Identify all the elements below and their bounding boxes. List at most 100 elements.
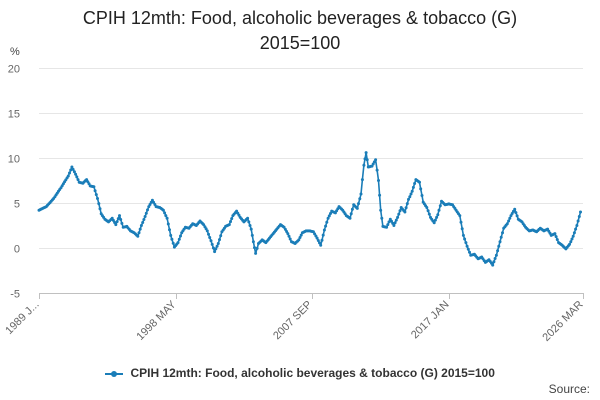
data-point bbox=[425, 206, 429, 209]
data-point bbox=[359, 192, 363, 196]
data-point bbox=[120, 221, 124, 225]
data-point bbox=[327, 214, 331, 218]
data-point bbox=[574, 227, 578, 231]
data-point bbox=[253, 246, 256, 250]
data-point bbox=[398, 209, 402, 213]
data-point bbox=[419, 187, 423, 191]
data-point bbox=[420, 194, 424, 197]
x-tick-label: 2007 SEP bbox=[271, 299, 315, 343]
data-point bbox=[93, 189, 97, 193]
data-point bbox=[460, 227, 464, 231]
data-point bbox=[254, 251, 258, 255]
data-point bbox=[355, 206, 359, 210]
x-tick-label: 1998 MAY bbox=[134, 298, 179, 343]
data-point bbox=[379, 208, 383, 212]
data-point bbox=[207, 232, 210, 236]
data-point bbox=[146, 208, 149, 212]
data-point bbox=[165, 216, 169, 220]
data-point bbox=[437, 208, 441, 212]
data-point bbox=[493, 257, 497, 260]
source-label: Source: bbox=[548, 382, 590, 396]
data-point bbox=[138, 227, 142, 231]
data-point bbox=[230, 217, 234, 221]
data-point bbox=[569, 240, 573, 244]
data-point bbox=[297, 238, 301, 242]
data-point bbox=[403, 210, 407, 214]
data-point bbox=[572, 231, 576, 235]
data-point bbox=[171, 241, 175, 245]
data-point bbox=[76, 178, 80, 182]
data-point bbox=[246, 216, 250, 220]
data-point bbox=[211, 246, 215, 250]
data-point bbox=[74, 172, 78, 176]
data-point bbox=[501, 231, 504, 235]
data-point bbox=[577, 215, 581, 218]
data-point bbox=[163, 211, 167, 215]
data-point bbox=[461, 233, 465, 237]
data-point bbox=[205, 229, 209, 233]
data-point bbox=[287, 234, 291, 238]
data-point bbox=[329, 212, 332, 215]
data-point bbox=[94, 193, 98, 197]
data-point bbox=[142, 218, 146, 221]
data-point bbox=[118, 214, 121, 218]
data-point bbox=[375, 168, 379, 172]
data-point bbox=[378, 193, 382, 197]
y-tick-label: 0 bbox=[14, 244, 20, 256]
data-point bbox=[413, 182, 417, 185]
data-point bbox=[169, 233, 173, 237]
data-point bbox=[385, 225, 389, 229]
data-point bbox=[496, 249, 500, 253]
data-point bbox=[119, 218, 123, 221]
data-point bbox=[579, 210, 582, 214]
data-point bbox=[136, 234, 140, 238]
data-point bbox=[97, 202, 101, 206]
data-point bbox=[318, 241, 321, 245]
data-point bbox=[227, 223, 231, 227]
data-point bbox=[209, 239, 213, 243]
data-point bbox=[427, 212, 431, 216]
data-point bbox=[348, 216, 352, 220]
data-point bbox=[396, 215, 400, 219]
data-point bbox=[568, 242, 571, 246]
y-tick-label: 5 bbox=[14, 199, 20, 211]
data-point bbox=[177, 237, 181, 241]
y-axis-unit-label: % bbox=[10, 46, 20, 58]
data-point bbox=[364, 151, 368, 155]
data-point bbox=[360, 178, 364, 182]
data-point bbox=[319, 243, 323, 247]
chart-title-line2: 2015=100 bbox=[259, 33, 341, 53]
data-point bbox=[229, 220, 232, 224]
chart-title-line1: CPIH 12mth: Food, alcoholic beverages & … bbox=[82, 8, 518, 28]
y-tick-label: 20 bbox=[8, 64, 20, 76]
data-point bbox=[299, 233, 303, 237]
data-point bbox=[170, 237, 174, 241]
data-point bbox=[499, 235, 503, 239]
legend-dot-icon bbox=[111, 370, 118, 377]
data-point bbox=[362, 163, 366, 167]
data-point bbox=[210, 242, 214, 246]
data-point bbox=[466, 247, 470, 251]
data-point bbox=[464, 241, 468, 245]
data-point bbox=[508, 216, 512, 220]
x-tick-label: 1989 J... bbox=[3, 299, 41, 337]
data-point bbox=[365, 158, 369, 162]
data-point bbox=[137, 231, 141, 235]
data-point bbox=[71, 167, 75, 171]
y-tick-label: 15 bbox=[8, 109, 20, 121]
data-point bbox=[144, 211, 148, 215]
data-point bbox=[168, 228, 171, 232]
legend[interactable]: CPIH 12mth: Food, alcoholic beverages & … bbox=[0, 366, 600, 380]
data-point bbox=[247, 220, 251, 224]
data-point bbox=[426, 209, 430, 213]
data-point bbox=[66, 174, 70, 178]
data-point bbox=[397, 212, 401, 216]
data-point bbox=[324, 224, 328, 228]
data-point bbox=[380, 216, 384, 220]
data-point bbox=[394, 218, 398, 222]
data-point bbox=[350, 207, 354, 211]
gridlines bbox=[39, 68, 583, 294]
data-point bbox=[92, 185, 96, 189]
data-point bbox=[377, 179, 380, 182]
